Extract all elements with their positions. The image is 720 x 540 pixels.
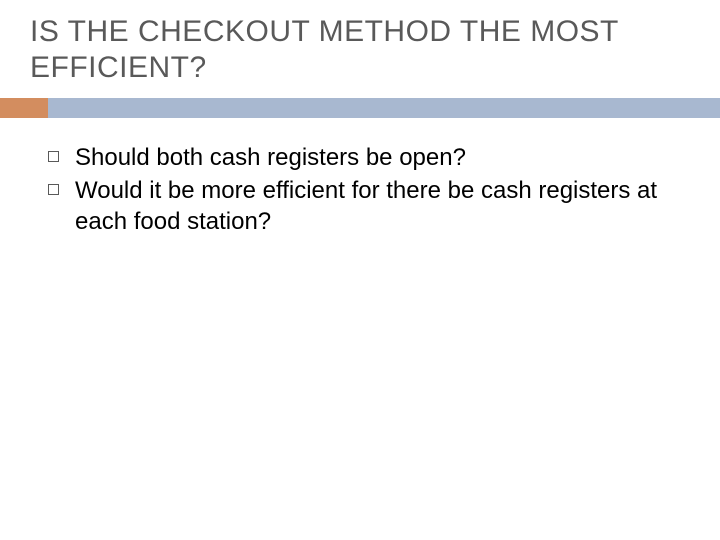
accent-orange-block (0, 98, 48, 118)
bullet-square-icon (48, 184, 59, 195)
bullet-text: Would it be more efficient for there be … (75, 175, 680, 237)
bullet-square-icon (48, 151, 59, 162)
bullet-item: Should both cash registers be open? (48, 142, 680, 173)
bullet-item: Would it be more efficient for there be … (48, 175, 680, 237)
slide-title: IS THE CHECKOUT METHOD THE MOST EFFICIEN… (30, 14, 690, 86)
accent-bar (0, 98, 720, 118)
accent-blue-block (48, 98, 720, 118)
title-area: IS THE CHECKOUT METHOD THE MOST EFFICIEN… (0, 0, 720, 94)
content-area: Should both cash registers be open? Woul… (0, 118, 720, 238)
bullet-text: Should both cash registers be open? (75, 142, 466, 173)
